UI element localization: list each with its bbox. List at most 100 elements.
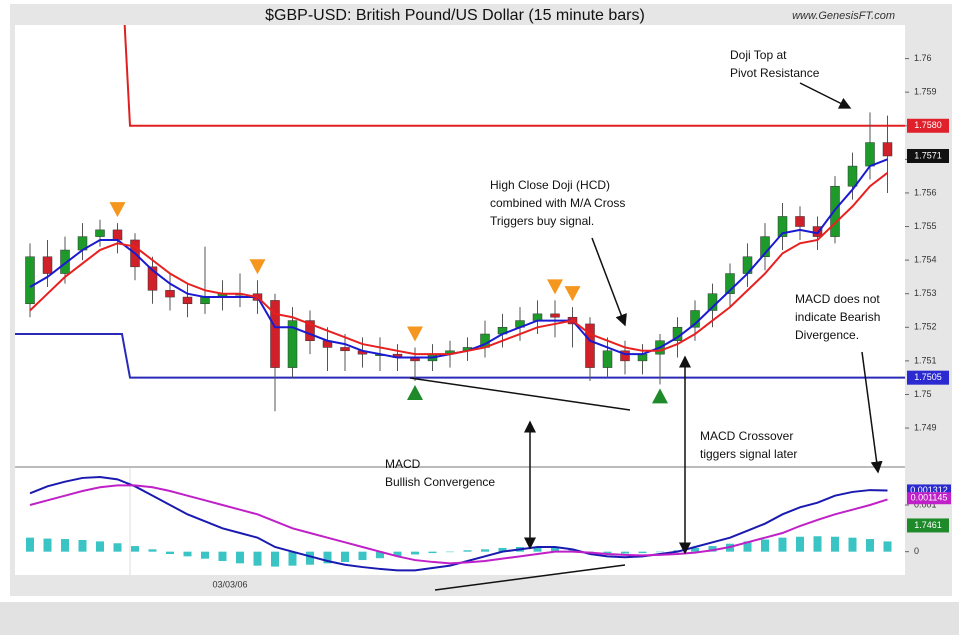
histogram-bar [253,551,262,566]
plot-area [15,25,905,575]
annotation: Bullish Convergence [385,475,495,489]
candle-body [725,273,735,294]
histogram-bar [218,551,227,561]
histogram-bar [708,546,717,552]
candle-body [165,290,175,298]
candle-body [847,165,858,187]
candle-body [550,313,560,318]
histogram-bar [638,551,647,554]
y-tick-label: 1.751 [914,355,937,365]
histogram-bar [481,549,489,552]
price-label-box [907,118,949,133]
moving-average [29,171,889,356]
candle-body [830,185,840,237]
histogram-bar [306,551,314,565]
candle-body [602,350,613,368]
y-tick-label: 1.755 [914,221,937,231]
histogram-bar [131,546,139,552]
histogram-bar [96,541,104,552]
price-label: 1.7461 [914,520,942,530]
histogram-bar [148,549,157,552]
histogram-bar [796,536,804,552]
candle-body [60,249,70,274]
histogram-bar [428,551,437,554]
price-label: 1.7571 [914,150,942,160]
bottom-bar [0,602,959,635]
histogram-bar [358,551,367,561]
trend-line [434,564,626,591]
histogram-bar [603,551,612,554]
candle-body [620,350,630,362]
histogram-bar [446,551,454,553]
candle-body [270,300,280,368]
histogram-bar [43,538,52,552]
candle-body [882,142,893,157]
sell-signal [547,279,563,295]
macd-label: 0.001145 [911,493,948,503]
sell-signal [407,326,423,342]
histogram-bar [866,539,874,552]
annotations: Doji Top at Pivot Resistance High Close Do… [385,48,883,591]
annotation: tiggers signal later [700,447,797,461]
histogram-bar [271,551,279,567]
price-panel [15,25,905,412]
macd-panel [26,475,892,572]
arrow [799,82,852,109]
y-tick-label: 1.75 [914,389,932,399]
histogram-bar [743,541,752,552]
price-label: 1.7580 [914,120,942,130]
annotation: Triggers buy signal. [490,214,594,228]
candle-body [200,296,210,305]
annotation: Doji Top at [730,48,787,62]
signal-line [29,484,888,565]
histogram-bar [848,537,857,552]
sell-signal [249,259,266,275]
histogram-bar [341,551,349,562]
sell-signal [109,202,126,218]
histogram-bar [288,551,297,566]
macd-label: 0.001312 [910,485,948,495]
pivot-line [15,333,905,379]
annotation: MACD [385,457,421,471]
histogram-bar [691,547,699,552]
histogram-bar [551,547,559,552]
candle-body [42,256,53,274]
x-tick-label: 03/03/06 [212,579,247,589]
source: www.GenesisFT.com [792,10,895,22]
histogram-bar [236,551,244,564]
histogram-bar [656,551,664,553]
sell-signal [564,286,581,302]
buy-signal [652,388,668,404]
y-tick-label: 1.752 [914,322,937,332]
y-tick-label: 1.756 [914,187,937,197]
candle-body [532,313,543,321]
arrow [591,237,627,327]
histogram-bar [201,551,209,559]
y-tick-label: 1.753 [914,288,937,298]
y-tick-label: 1.754 [914,254,937,264]
y-tick-label: 1.749 [914,422,937,432]
annotation: Pivot Resistance [730,66,820,80]
y-tick-label: 1.76 [914,53,932,63]
annotation: indicate Bearish [795,310,880,324]
y-tick-label: 1.759 [914,87,937,97]
candle-body [112,229,123,241]
histogram-bar [883,541,892,552]
histogram-bar [621,551,629,554]
histogram-bar [568,549,577,552]
candle-body [287,320,298,368]
histogram-bar [778,537,787,552]
histogram-bar [533,547,542,552]
candle-body [795,216,805,227]
candle-body [340,347,350,352]
histogram-bar [411,551,419,555]
histogram-bar [761,539,769,552]
histogram-bar [166,551,174,554]
candle-body [760,236,770,258]
candle-body [865,142,875,167]
chart-title: $GBP-USD: British Pound/US Dollar (15 mi… [265,7,645,24]
histogram-bar [323,551,332,564]
candle-body [777,216,788,237]
annotation: MACD Crossover [700,429,793,443]
